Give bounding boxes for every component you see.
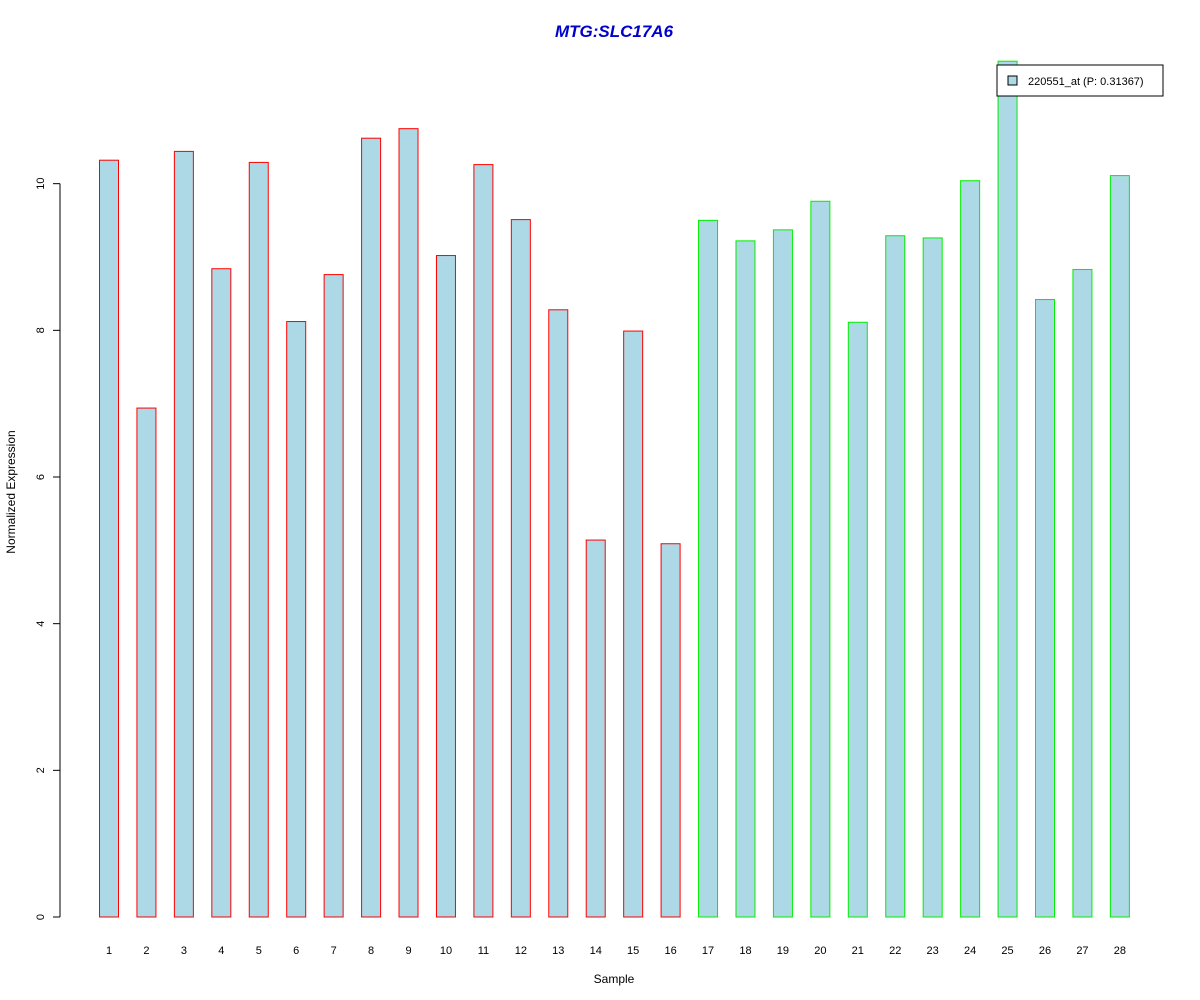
x-tick-label: 12 [515, 945, 527, 957]
x-tick-label: 18 [739, 945, 751, 957]
x-tick-label: 14 [590, 945, 602, 957]
legend-entry-label: 220551_at (P: 0.31367) [1028, 76, 1144, 88]
x-tick-label: 7 [331, 945, 337, 957]
legend-box [996, 64, 1164, 97]
bar-sample-24 [960, 180, 981, 918]
x-tick-label: 19 [777, 945, 789, 957]
y-tick-label: 4 [35, 621, 47, 627]
bar-sample-12 [510, 219, 531, 918]
bar-sample-18 [735, 240, 756, 918]
x-tick-label: 20 [814, 945, 826, 957]
legend-swatch [1007, 75, 1018, 86]
bar-sample-28 [1109, 175, 1130, 918]
bar-sample-20 [810, 200, 831, 918]
x-tick-label: 26 [1039, 945, 1051, 957]
y-tick-label: 2 [35, 767, 47, 773]
bar-sample-11 [473, 164, 494, 918]
x-tick-label: 10 [440, 945, 452, 957]
x-tick-label: 27 [1076, 945, 1088, 957]
y-axis: 0 2 4 6 8 10 [35, 178, 61, 920]
x-axis-label: Sample [594, 972, 635, 986]
x-tick-label: 8 [368, 945, 374, 957]
y-axis-label: Normalized Expression [4, 430, 18, 553]
bars [99, 60, 1130, 918]
bar-sample-8 [361, 137, 382, 918]
x-tick-label: 9 [405, 945, 411, 957]
legend: 220551_at (P: 0.31367) [996, 64, 1164, 97]
x-tick-label: 24 [964, 945, 976, 957]
bar-sample-9 [398, 128, 419, 918]
bar-sample-15 [623, 330, 644, 918]
x-tick-label: 28 [1114, 945, 1126, 957]
x-tick-label: 17 [702, 945, 714, 957]
x-tick-label: 16 [664, 945, 676, 957]
bar-sample-19 [772, 229, 793, 918]
bar-sample-6 [286, 321, 307, 918]
bar-sample-3 [173, 150, 194, 918]
x-tick-label: 5 [256, 945, 262, 957]
bar-sample-7 [323, 274, 344, 918]
bar-sample-1 [99, 159, 119, 918]
bar-sample-5 [248, 161, 269, 918]
bar-sample-16 [660, 543, 681, 918]
bar-sample-17 [698, 219, 719, 918]
x-tick-label: 23 [927, 945, 939, 957]
y-tick-label: 8 [35, 327, 47, 333]
x-tick-label: 1 [106, 945, 112, 957]
x-tick-label: 22 [889, 945, 901, 957]
x-tick-label: 3 [181, 945, 187, 957]
bar-sample-10 [435, 255, 456, 918]
bar-sample-4 [211, 268, 232, 918]
bar-sample-14 [585, 539, 606, 918]
x-tick-label: 13 [552, 945, 564, 957]
x-tick-label: 25 [1001, 945, 1013, 957]
x-tick-label: 4 [218, 945, 224, 957]
x-tick-label: 15 [627, 945, 639, 957]
x-tick-label: 6 [293, 945, 299, 957]
bar-sample-26 [1035, 299, 1055, 918]
bar-sample-21 [847, 321, 868, 918]
bar-sample-23 [922, 237, 943, 918]
bar-sample-27 [1072, 268, 1093, 918]
bar-sample-22 [885, 235, 906, 918]
x-tick-label: 21 [852, 945, 864, 957]
y-tick-label: 0 [35, 914, 47, 920]
bar-sample-2 [136, 407, 157, 918]
y-tick-label: 10 [35, 178, 47, 190]
bar-sample-13 [548, 309, 569, 918]
x-tick-label: 2 [143, 945, 149, 957]
x-tick-labels: 1 2 3 4 5 6 7 8 9 10 11 12 13 14 15 16 17 18 19 20 21 22 23 24 2… [106, 945, 1126, 957]
y-tick-label: 6 [35, 474, 47, 480]
bar-sample-25 [997, 60, 1018, 918]
chart-title: MTG:SLC17A6 [555, 22, 674, 41]
x-tick-label: 11 [478, 945, 489, 957]
